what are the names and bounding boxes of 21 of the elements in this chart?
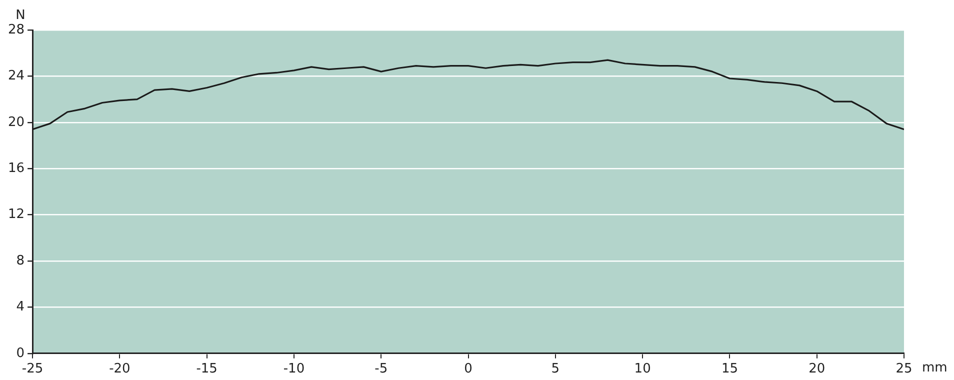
x-tick-label: -20 bbox=[109, 362, 130, 377]
y-tick-label: 4 bbox=[16, 300, 25, 315]
y-tick-label: 16 bbox=[8, 160, 25, 176]
y-tick-label: 28 bbox=[8, 22, 25, 38]
x-tick-label: 20 bbox=[808, 362, 826, 377]
x-tick-label: 0 bbox=[464, 362, 472, 377]
y-tick-label: 8 bbox=[16, 253, 25, 268]
y-axis-title: N bbox=[16, 8, 26, 23]
y-tick-label: 20 bbox=[8, 114, 25, 130]
x-tick-label: 15 bbox=[721, 362, 738, 377]
y-tick-label: 12 bbox=[8, 207, 25, 222]
x-axis-title: mm bbox=[922, 360, 948, 376]
y-tick-label: 24 bbox=[8, 68, 25, 84]
x-tick-label: -10 bbox=[283, 362, 305, 377]
x-tick-label: 5 bbox=[551, 362, 560, 377]
x-tick-label: -25 bbox=[22, 362, 44, 377]
x-tick-label: 25 bbox=[896, 362, 912, 377]
x-tick-label: -15 bbox=[196, 362, 218, 377]
x-tick-label: -5 bbox=[374, 362, 388, 377]
x-tick-label: 10 bbox=[634, 362, 651, 377]
y-tick-label: 0 bbox=[16, 346, 25, 361]
